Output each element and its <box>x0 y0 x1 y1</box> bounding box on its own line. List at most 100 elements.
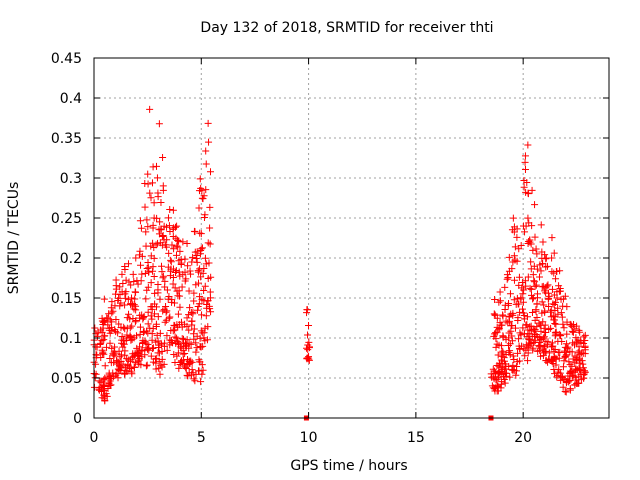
data-point <box>197 343 205 351</box>
data-point <box>571 366 579 374</box>
data-point <box>105 310 113 318</box>
data-point <box>159 186 167 194</box>
data-point <box>200 329 208 337</box>
data-point <box>555 354 563 362</box>
data-point <box>99 324 107 332</box>
y-tick-label: 0.25 <box>51 211 82 227</box>
data-point <box>159 153 167 161</box>
data-point <box>97 377 105 385</box>
data-point <box>519 290 527 298</box>
data-point <box>134 348 142 356</box>
data-point <box>521 152 529 160</box>
data-point <box>527 265 535 273</box>
plot-frame <box>93 57 610 419</box>
data-point <box>141 337 149 345</box>
data-point <box>185 357 193 365</box>
data-point <box>151 355 159 363</box>
data-point <box>162 303 170 311</box>
data-point <box>161 342 169 350</box>
data-point <box>520 183 528 191</box>
data-point <box>154 280 162 288</box>
data-point <box>573 338 581 346</box>
data-point <box>96 340 104 348</box>
x-tick-label: 10 <box>300 430 318 446</box>
data-point <box>147 312 155 320</box>
data-point <box>152 338 160 346</box>
data-point <box>536 273 544 281</box>
data-point <box>557 372 565 380</box>
chart-title: Day 132 of 2018, SRMTID for receiver tht… <box>200 20 493 36</box>
data-point <box>136 217 144 225</box>
data-point <box>191 248 199 256</box>
data-point <box>136 343 144 351</box>
data-point <box>552 275 560 283</box>
data-point <box>204 323 212 331</box>
data-point <box>531 201 539 209</box>
data-point <box>516 308 524 316</box>
data-point <box>532 281 540 289</box>
data-point <box>533 250 541 258</box>
data-point <box>562 352 570 360</box>
data-point <box>509 352 517 360</box>
data-point <box>563 330 571 338</box>
data-point <box>540 333 548 341</box>
data-point <box>559 320 567 328</box>
y-tick-label: 0.35 <box>51 131 82 147</box>
data-point <box>531 337 539 345</box>
data-point <box>122 294 130 302</box>
data-point <box>198 194 206 202</box>
data-point <box>547 343 555 351</box>
data-point <box>492 376 500 384</box>
data-point <box>510 366 518 374</box>
data-point <box>182 364 190 372</box>
data-point <box>144 308 152 316</box>
data-point <box>134 280 142 288</box>
data-point <box>158 347 166 355</box>
data-point <box>560 357 568 365</box>
data-point <box>183 240 191 248</box>
data-point <box>152 354 160 362</box>
data-point <box>510 276 518 284</box>
data-point <box>160 360 168 368</box>
data-point <box>188 366 196 374</box>
data-point <box>303 309 311 317</box>
data-point <box>489 384 497 392</box>
data-point <box>144 223 152 231</box>
data-point <box>190 297 198 305</box>
data-point <box>504 274 512 282</box>
data-point <box>552 320 560 328</box>
data-point <box>197 273 205 281</box>
data-point <box>137 224 145 232</box>
y-tick-label: 0.1 <box>60 331 82 347</box>
data-point <box>519 324 527 332</box>
data-point <box>561 352 569 360</box>
data-point <box>576 350 584 358</box>
data-point <box>161 277 169 285</box>
data-point <box>506 347 514 355</box>
data-point <box>189 310 197 318</box>
data-point <box>138 353 146 361</box>
data-point <box>201 282 209 290</box>
data-point <box>148 315 156 323</box>
data-point <box>186 304 194 312</box>
data-point <box>529 295 537 303</box>
data-point <box>116 302 124 310</box>
data-point <box>524 330 532 338</box>
data-point <box>149 221 157 229</box>
data-point <box>522 222 530 230</box>
data-point <box>581 331 589 339</box>
data-point <box>185 326 193 334</box>
data-point <box>564 343 572 351</box>
data-point <box>141 203 149 211</box>
data-point <box>566 361 574 369</box>
data-point <box>528 327 536 335</box>
data-point <box>514 349 522 357</box>
data-point <box>499 349 507 357</box>
data-point <box>139 315 147 323</box>
data-point <box>506 290 514 298</box>
data-point <box>198 311 206 319</box>
data-point <box>556 330 564 338</box>
data-point <box>553 288 561 296</box>
data-point <box>550 300 558 308</box>
data-point <box>190 227 198 235</box>
